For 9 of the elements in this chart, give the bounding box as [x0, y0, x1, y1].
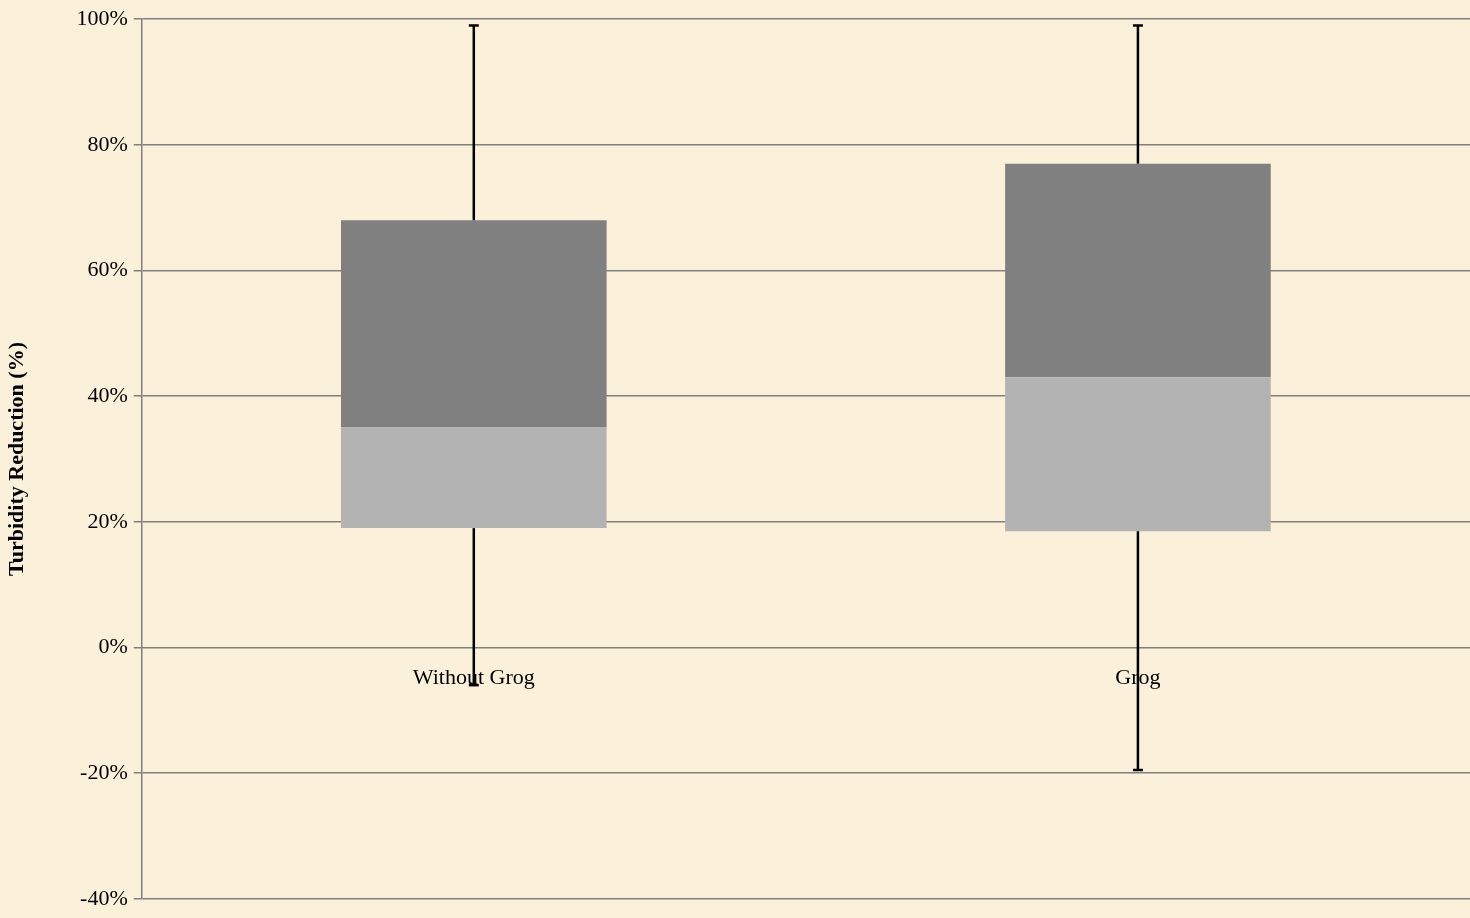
y-tick-label: -20%	[80, 758, 128, 784]
y-tick-label: -40%	[80, 884, 128, 910]
y-tick-label: 100%	[76, 4, 128, 30]
y-tick-label: 20%	[87, 507, 128, 533]
y-tick-label: 40%	[87, 381, 128, 407]
y-tick-label: 60%	[87, 256, 128, 282]
y-axis-title: Turbidity Reduction (%)	[2, 342, 28, 576]
y-tick-label: 0%	[98, 633, 128, 659]
y-tick-label: 80%	[87, 130, 128, 156]
